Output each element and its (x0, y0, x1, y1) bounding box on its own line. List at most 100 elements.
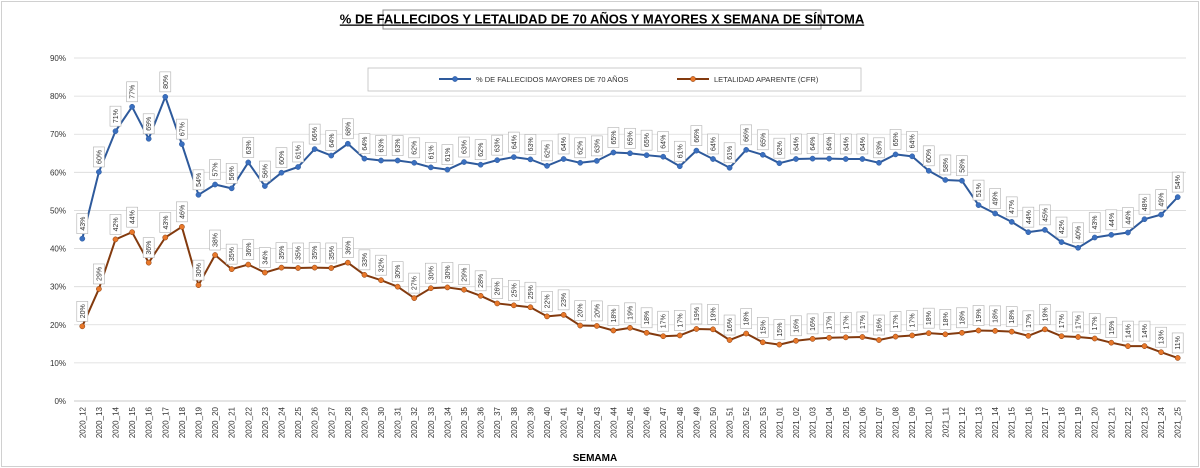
data-point (212, 181, 218, 188)
data-label-text: 44% (1125, 211, 1132, 225)
y-tick-label: 80% (50, 92, 66, 101)
data-label: 17% (1055, 310, 1068, 332)
data-label: 64% (325, 130, 338, 151)
data-label-box (541, 291, 553, 312)
data-label-box (657, 310, 669, 332)
data-label: 16% (873, 314, 885, 336)
data-label-text: 44% (1026, 210, 1033, 224)
data-label-box (640, 129, 653, 151)
x-tick-label: 2020_44 (609, 406, 618, 438)
data-label: 61% (441, 144, 454, 165)
data-label-text: 43% (80, 217, 87, 231)
data-point (477, 292, 484, 299)
data-label-box (275, 242, 288, 263)
x-tick-label: 2020_22 (244, 406, 253, 438)
data-label: 62% (408, 137, 421, 159)
data-label: 64% (557, 133, 570, 155)
data-point (510, 302, 517, 309)
data-label: 19% (624, 302, 636, 324)
data-point (444, 166, 451, 173)
y-tick-label: 20% (50, 321, 66, 330)
data-label: 18% (939, 309, 952, 330)
data-label-text: 49% (993, 191, 1000, 205)
x-tick-label: 2021_17 (1041, 406, 1050, 438)
data-label-text: 18% (926, 311, 933, 325)
data-label-box (242, 137, 255, 158)
data-label: 66% (740, 124, 752, 146)
data-label: 43% (76, 213, 89, 234)
data-label-text: 35% (279, 246, 286, 260)
y-tick-label: 0% (54, 397, 66, 406)
data-label: 29% (93, 263, 105, 285)
x-axis-title: SEMAMA (573, 453, 617, 464)
data-point (892, 151, 899, 158)
data-label: 63% (458, 136, 470, 158)
data-label-text: 19% (1042, 307, 1049, 321)
data-label: 18% (740, 308, 752, 329)
data-point (593, 323, 600, 329)
data-point (909, 332, 915, 339)
data-label-box (557, 133, 570, 155)
data-label-box (142, 113, 155, 135)
data-point (461, 159, 467, 165)
data-label-box (690, 303, 703, 325)
data-label-text: 20% (80, 304, 87, 318)
data-label: 23% (557, 289, 570, 311)
data-label-text: 64% (860, 137, 867, 151)
data-label-text: 64% (362, 137, 369, 151)
data-point (1008, 328, 1015, 335)
x-tick-label: 2020_36 (477, 406, 486, 438)
data-label: 25% (508, 280, 520, 301)
data-label-text: 65% (760, 133, 767, 147)
data-label-text: 20% (594, 304, 601, 318)
data-label-box (292, 242, 304, 264)
x-tick-label: 2020_43 (593, 406, 602, 438)
data-point (975, 327, 982, 334)
y-tick-label: 40% (50, 245, 66, 254)
data-label-box (76, 213, 89, 234)
data-point (96, 169, 102, 175)
data-label-box (806, 313, 819, 335)
data-point (610, 327, 617, 334)
data-point (959, 329, 965, 336)
data-label: 64% (657, 131, 669, 153)
data-point (776, 341, 783, 348)
data-label-box (939, 154, 952, 176)
y-tick-label: 50% (50, 206, 66, 215)
data-label-text: 67% (179, 122, 186, 136)
data-label-text: 17% (860, 315, 867, 329)
data-label-box (756, 129, 769, 151)
data-label: 19% (1039, 304, 1051, 325)
data-label: 67% (176, 118, 188, 140)
data-label-box (425, 262, 437, 284)
data-label: 35% (292, 242, 304, 264)
data-label-box (142, 237, 155, 258)
legend: % DE FALLECIDOS MAYORES DE 70 AÑOS LETAL… (367, 67, 862, 92)
data-label: 48% (1138, 193, 1151, 215)
data-point (245, 159, 252, 166)
data-label-box (1105, 209, 1118, 231)
data-label-box (1138, 320, 1151, 342)
data-label-text: 69% (146, 117, 153, 131)
x-tick-label: 2021_18 (1058, 406, 1067, 438)
data-label: 61% (673, 140, 686, 162)
data-point (361, 155, 368, 162)
data-label-box (607, 305, 620, 326)
x-tick-label: 2021_06 (858, 406, 867, 438)
data-point (577, 322, 584, 329)
data-label-box (541, 140, 553, 162)
data-label-text: 60% (926, 149, 933, 163)
data-label-box (474, 270, 487, 292)
data-label-box (574, 137, 587, 159)
data-label-text: 15% (777, 323, 784, 337)
data-label-text: 61% (296, 145, 303, 159)
data-label-text: 63% (246, 140, 253, 154)
data-label: 64% (508, 131, 520, 153)
data-label: 62% (474, 139, 487, 161)
data-label: 80% (159, 71, 172, 93)
data-point (710, 156, 716, 162)
data-point (842, 334, 849, 341)
data-label-text: 60% (279, 151, 286, 165)
data-label-text: 36% (146, 241, 153, 255)
data-label: 77% (126, 81, 138, 103)
